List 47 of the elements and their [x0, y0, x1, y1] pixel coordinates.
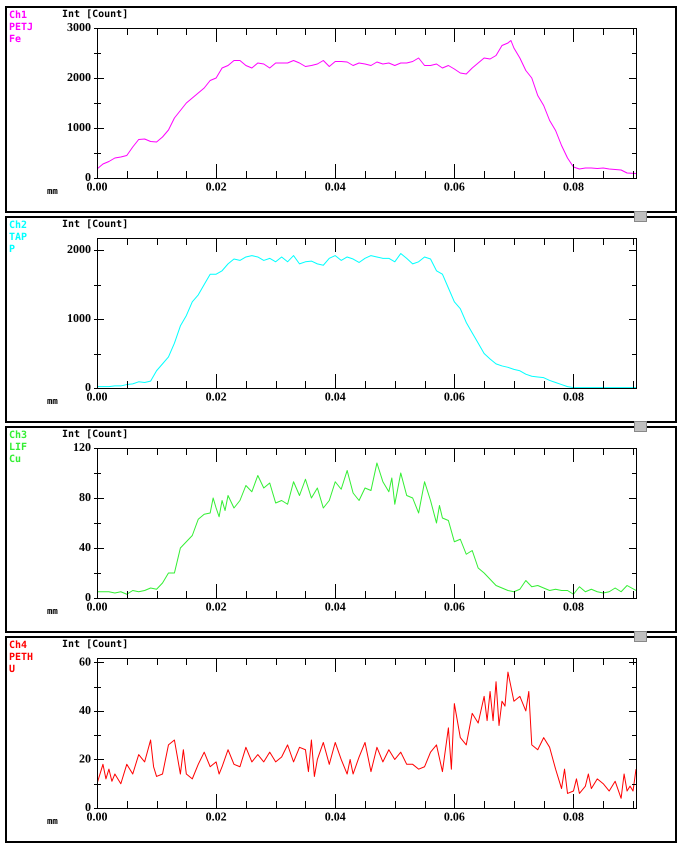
y-axis-title: Int [Count] — [62, 429, 128, 441]
text: Ch3 — [9, 430, 28, 442]
x-tick-label: 0.04 — [324, 599, 346, 614]
x-tick-label: 0.06 — [444, 179, 465, 194]
y-tick-label: 80 — [79, 490, 91, 504]
x-axis-title: mm — [47, 816, 58, 828]
x-tick-label: 0.06 — [444, 809, 465, 824]
x-tick-label: 0.02 — [206, 389, 227, 404]
text: U — [9, 664, 16, 676]
text: P — [9, 244, 16, 256]
y-tick-label: 40 — [79, 540, 91, 554]
y-axis-title: Int [Count] — [62, 219, 128, 231]
y-tick-label: 60 — [79, 654, 91, 668]
y-tick-label: 1000 — [67, 120, 91, 134]
x-axis-title: mm — [47, 606, 58, 618]
x-tick-label: 0.02 — [206, 599, 227, 614]
x-tick-label: 0.02 — [206, 809, 227, 824]
text: LIF — [9, 442, 28, 454]
y-axis-title: Int [Count] — [62, 9, 128, 21]
x-tick-label: 0.06 — [444, 389, 465, 404]
x-tick-label: 0.08 — [562, 599, 584, 614]
x-tick-label: 0.02 — [206, 179, 227, 194]
text: TAP — [9, 232, 28, 244]
x-tick-label: 0.08 — [562, 179, 584, 194]
y-tick-label: 20 — [79, 752, 91, 766]
y-axis-title: Int [Count] — [62, 639, 128, 651]
text: Ch2 — [9, 220, 28, 232]
y-tick-label: 3000 — [67, 20, 91, 34]
x-tick-label: 0.04 — [324, 179, 346, 194]
text: Fe — [9, 34, 22, 46]
y-tick-label: 1000 — [67, 311, 91, 326]
x-axis-title: mm — [47, 396, 58, 408]
x-tick-label: 0.04 — [324, 389, 346, 404]
y-tick-label: 40 — [79, 703, 91, 718]
y-tick-label: 2000 — [67, 242, 91, 256]
y-tick-label: 2000 — [67, 70, 91, 84]
x-tick-label: 0.08 — [562, 389, 584, 404]
y-tick-label: 120 — [73, 440, 91, 454]
text: PETJ — [9, 22, 34, 34]
x-tick-label: 0.08 — [562, 809, 584, 824]
x-axis-title: mm — [47, 186, 58, 198]
text: PETH — [9, 652, 34, 664]
text: Cu — [9, 454, 22, 466]
text: Ch1 — [9, 10, 28, 22]
text: Ch4 — [9, 640, 28, 652]
x-tick-label: 0.06 — [444, 599, 465, 614]
x-tick-label: 0.04 — [324, 809, 346, 824]
